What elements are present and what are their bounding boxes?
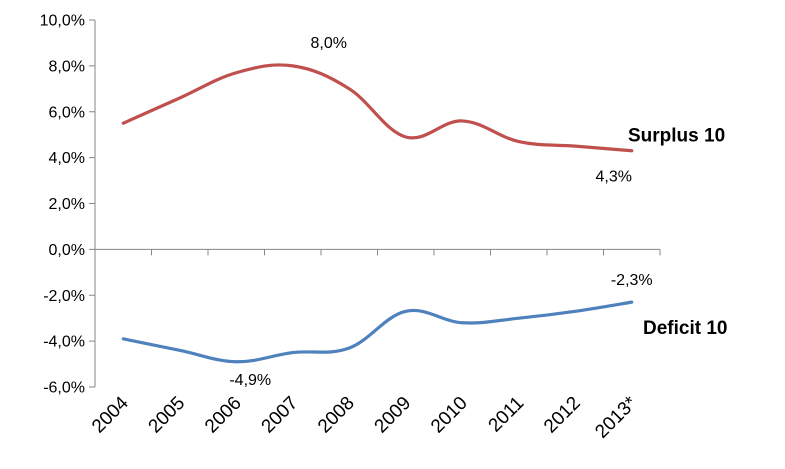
- x-tick-label: 2010: [427, 393, 472, 438]
- y-axis-ticks: 10,0% 8,0% 6,0% 4,0% 2,0% 0,0% -2,0% -4,0% -6,0%: [40, 13, 95, 397]
- data-label: 4,3%: [596, 169, 632, 186]
- series-line-surplus: [121, 63, 634, 153]
- series-name-label: Deficit 10: [643, 318, 727, 339]
- y-tick-label: 2,0%: [49, 196, 85, 213]
- y-tick-label: -6,0%: [43, 380, 85, 397]
- x-tick-label: 2008: [314, 393, 359, 438]
- x-tick-label: 2004: [88, 392, 133, 437]
- series-line-deficit: [121, 300, 634, 364]
- x-tick-label: 2005: [145, 393, 190, 438]
- chart-series: [121, 63, 634, 364]
- data-label: -2,3%: [611, 272, 653, 289]
- x-tick-label: 2009: [371, 393, 416, 438]
- y-tick-label: -4,0%: [43, 334, 85, 351]
- chart-axes: [94, 20, 660, 387]
- data-label: 8,0%: [311, 35, 347, 52]
- y-tick-label: 4,0%: [49, 150, 85, 167]
- y-tick-label: 6,0%: [49, 104, 85, 121]
- y-tick-label: 0,0%: [49, 242, 85, 259]
- chart-labels: Surplus 10 Deficit 10 8,0% 4,3% -4,9% -2,3%: [229, 35, 727, 389]
- y-tick-label: -2,0%: [43, 288, 85, 305]
- data-label: -4,9%: [229, 372, 271, 389]
- y-tick-label: 8,0%: [49, 58, 85, 75]
- x-tick-label: 2013*: [591, 392, 641, 442]
- x-tick-label: 2006: [201, 393, 246, 438]
- y-tick-label: 10,0%: [40, 13, 85, 30]
- x-tick-label: 2012: [540, 393, 585, 438]
- series-name-label: Surplus 10: [628, 126, 725, 147]
- x-tick-label: 2011: [485, 393, 529, 437]
- x-axis-ticks: 2004 2005 2006 2007 2008 2009 2010 2011 2012 2013…: [88, 249, 661, 443]
- x-tick-label: 2007: [258, 393, 303, 438]
